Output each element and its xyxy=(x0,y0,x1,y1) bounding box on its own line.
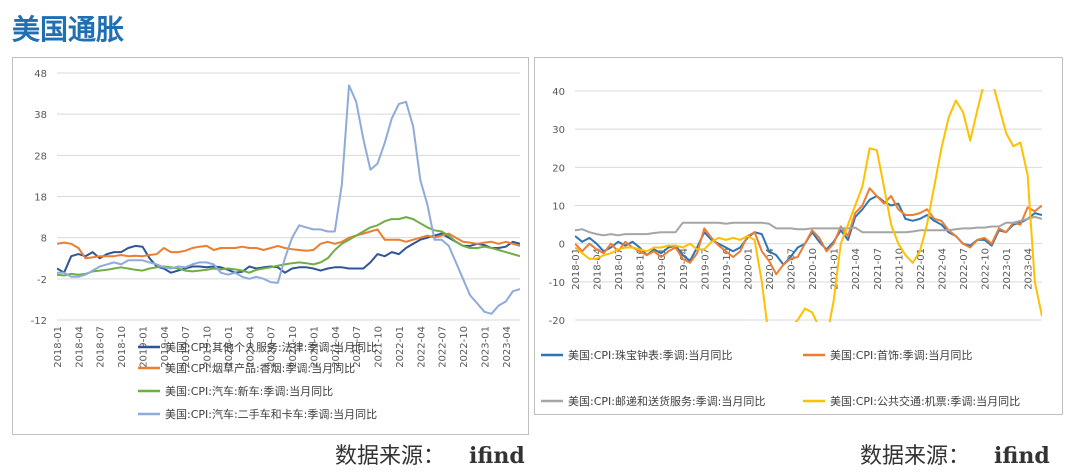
y-tick-label: 18 xyxy=(34,193,47,204)
x-tick-label: 2020-04 xyxy=(765,248,776,290)
x-tick-label: 2020-01 xyxy=(224,326,235,368)
x-tick-label: 2022-01 xyxy=(395,326,406,368)
legend-label-3: 美国:CPI:汽车:新车:季调:当月同比 xyxy=(165,384,333,398)
series-line-3 xyxy=(57,216,520,277)
x-tick-label: 2018-04 xyxy=(74,326,85,368)
x-tick-label: 2018-07 xyxy=(96,326,107,368)
x-tick-label: 2021-01 xyxy=(830,248,841,290)
page-title: 美国通胀 xyxy=(12,13,125,46)
y-tick-label: -20 xyxy=(549,316,565,327)
x-tick-label: 2019-01 xyxy=(657,248,668,290)
x-tick-label: 2023-04 xyxy=(1024,248,1035,290)
x-tick-label: 2021-07 xyxy=(873,248,884,290)
series-line-4 xyxy=(575,89,1042,322)
x-tick-label: 2022-10 xyxy=(981,248,992,290)
x-tick-label: 2023-01 xyxy=(1002,248,1013,290)
y-tick-label: 48 xyxy=(34,69,47,80)
legend-label-1: 美国:CPI:其他个人服务:法律:季调:当月同比 xyxy=(165,340,377,354)
legend-label-4: 美国:CPI:公共交通:机票:季调:当月同比 xyxy=(830,394,1020,408)
x-tick-label: 2020-10 xyxy=(288,326,299,368)
x-tick-label: 2019-07 xyxy=(181,326,192,368)
series-line-3 xyxy=(575,215,1042,237)
data-source-label: 数据来源： xyxy=(860,444,971,469)
chart-panel-right: 40 30 20 10 0 -10 -20 2018-01 2018-04 2018-07 2018… xyxy=(534,57,1063,415)
y-tick-label: 0 xyxy=(559,240,565,251)
data-source-value: ifind xyxy=(469,443,525,469)
y-tick-label: 10 xyxy=(552,202,565,213)
y-tick-label: 40 xyxy=(552,87,565,98)
x-tick-label: 2020-07 xyxy=(787,248,798,290)
x-tick-label: 2022-07 xyxy=(959,248,970,290)
legend-label-1: 美国:CPI:珠宝钟表:季调:当月同比 xyxy=(568,348,732,362)
line-chart-right: 40 30 20 10 0 -10 -20 2018-01 2018-04 2018-07 2018… xyxy=(541,87,1042,408)
x-tick-label: 2019-04 xyxy=(160,326,171,368)
x-tick-label: 2021-07 xyxy=(352,326,363,368)
x-tick-label: 2018-01 xyxy=(53,326,64,368)
x-tick-label: 2018-10 xyxy=(117,326,128,368)
x-tick-label: 2021-01 xyxy=(309,326,320,368)
x-tick-label: 2018-04 xyxy=(593,248,604,290)
series-line-4 xyxy=(57,84,520,315)
y-tick-label: -2 xyxy=(37,275,47,286)
x-tick-label: 2020-07 xyxy=(267,326,278,368)
line-chart-left: 48 38 28 18 8 -2 -12 2018-01 2018-04 2018-07 2018-… xyxy=(31,69,520,421)
x-tick-label: 2019-10 xyxy=(722,248,733,290)
chart-panel-left: 48 38 28 18 8 -2 -12 2018-01 2018-04 2018-07 2018-… xyxy=(12,57,529,435)
x-tick-label: 2018-10 xyxy=(636,248,647,290)
y-tick-label: 8 xyxy=(41,234,47,245)
data-source-right: 数据来源： ifind xyxy=(860,438,1050,470)
x-tick-label: 2023-04 xyxy=(502,326,513,368)
y-tick-label: 38 xyxy=(34,110,47,121)
x-tick-label: 2022-04 xyxy=(416,326,427,368)
y-tick-label: 28 xyxy=(34,151,47,162)
x-tick-label: 2020-04 xyxy=(245,326,256,368)
x-tick-label: 2022-01 xyxy=(916,248,927,290)
y-tick-label: 30 xyxy=(552,125,565,136)
series-line-1 xyxy=(57,232,520,274)
x-tick-label: 2021-10 xyxy=(894,248,905,290)
x-tick-label: 2022-10 xyxy=(459,326,470,368)
legend-label-2: 美国:CPI:首饰:季调:当月同比 xyxy=(830,348,972,362)
x-tick-label: 2022-07 xyxy=(438,326,449,368)
y-tick-label: -12 xyxy=(31,316,47,327)
x-tick-label: 2021-04 xyxy=(331,326,342,368)
y-tick-label: 20 xyxy=(552,163,565,174)
legend-label-2: 美国:CPI:烟草产品:香烟:季调:当月同比 xyxy=(165,361,355,375)
x-tick-label: 2019-10 xyxy=(203,326,214,368)
x-tick-label: 2021-04 xyxy=(851,248,862,290)
series-line-2 xyxy=(57,228,520,260)
y-tick-label: -10 xyxy=(549,278,565,289)
data-source-label: 数据来源： xyxy=(335,444,446,469)
x-tick-label: 2022-04 xyxy=(937,248,948,290)
x-tick-label: 2021-10 xyxy=(374,326,385,368)
x-tick-label: 2020-10 xyxy=(808,248,819,290)
x-tick-label: 2018-07 xyxy=(614,248,625,290)
x-tick-label: 2020-01 xyxy=(743,248,754,290)
data-source-left: 数据来源： ifind xyxy=(335,438,525,470)
series-line-2 xyxy=(575,187,1042,276)
legend-label-3: 美国:CPI:邮递和送货服务:季调:当月同比 xyxy=(568,394,765,408)
x-tick-label: 2019-04 xyxy=(679,248,690,290)
x-tick-label: 2018-01 xyxy=(571,248,582,290)
legend-label-4: 美国:CPI:汽车:二手车和卡车:季调:当月同比 xyxy=(165,407,377,421)
x-tick-label: 2023-01 xyxy=(480,326,491,368)
data-source-value: ifind xyxy=(994,443,1050,469)
x-tick-label: 2019-07 xyxy=(700,248,711,290)
